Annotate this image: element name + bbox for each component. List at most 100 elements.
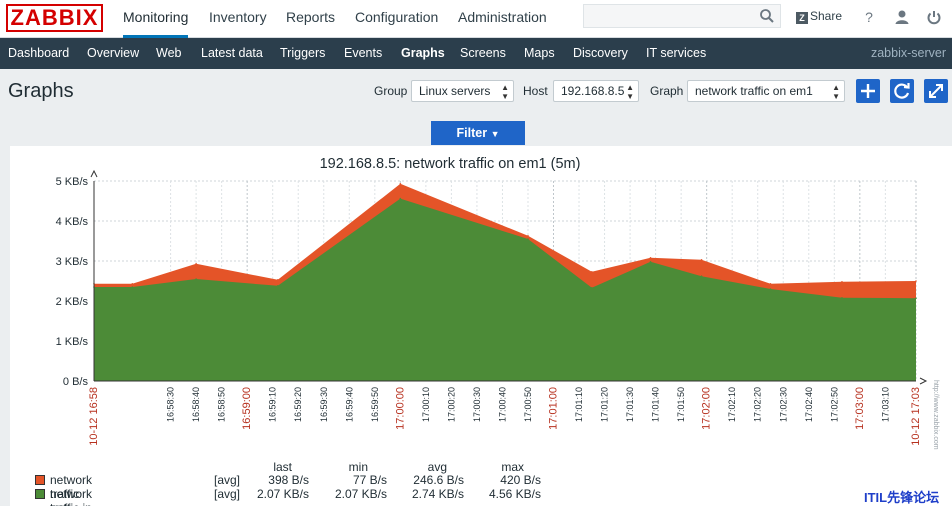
zabbix-logo[interactable]: ZABBIX: [6, 4, 103, 32]
menu-administration[interactable]: Administration: [458, 9, 547, 25]
group-select[interactable]: Linux servers ▲ ▼: [411, 80, 514, 102]
series-point-in: [700, 275, 703, 277]
legend-min-out: 77 B/s: [352, 473, 387, 487]
filter-toggle-button[interactable]: Filter ▼: [431, 121, 525, 145]
x-tick-label: 17:00:10: [421, 387, 431, 422]
x-tick-label: 16:59:10: [268, 387, 278, 422]
legend-header-max: max: [501, 460, 524, 474]
x-tick-label: 17:00:30: [472, 387, 482, 422]
add-to-favourites-button[interactable]: [856, 79, 880, 103]
group-label: Group: [374, 84, 408, 98]
nav-triggers[interactable]: Triggers: [280, 46, 326, 60]
nav-web[interactable]: Web: [156, 46, 182, 60]
chart-title: 192.168.8.5: network traffic on em1 (5m): [320, 156, 581, 172]
legend-func-in: [avg]: [214, 487, 241, 501]
legend-last-out: 398 B/s: [268, 473, 309, 487]
nav-dashboard[interactable]: Dashboard: [8, 46, 70, 60]
series-point-out: [590, 271, 593, 273]
x-tick-label: 17:00:50: [523, 387, 533, 422]
share-logo-icon: Z: [796, 12, 808, 24]
series-point-out: [527, 235, 529, 237]
nav-latest-data[interactable]: Latest data: [201, 46, 263, 60]
nav-discovery[interactable]: Discovery: [573, 46, 628, 60]
x-tick-label: 17:00:20: [446, 387, 456, 422]
x-axis-arrow-icon: [919, 377, 928, 385]
select-arrows-icon: ▲ ▼: [501, 83, 509, 101]
x-tick-label: 17:02:30: [778, 387, 788, 422]
x-tick-label: 10-12 17:03: [910, 387, 922, 446]
nav-overview[interactable]: Overview: [87, 46, 140, 60]
series-point-in: [131, 286, 134, 288]
legend-swatch-in: [35, 489, 45, 499]
fullscreen-icon: [929, 84, 943, 98]
y-axis-arrow-icon: [90, 169, 98, 178]
y-tick-label: 1 KB/s: [56, 336, 89, 348]
legend-last-in: 2.07 KB/s: [256, 487, 309, 501]
series-area-in: [94, 198, 916, 381]
series-point-out: [649, 257, 652, 259]
nav-graphs[interactable]: Graphs: [401, 46, 445, 60]
series-point-out: [700, 259, 703, 261]
menu-monitoring[interactable]: Monitoring: [123, 0, 189, 38]
x-tick-label: 17:01:10: [574, 387, 584, 422]
sign-out-icon[interactable]: [926, 9, 942, 25]
host-select[interactable]: 192.168.8.5 ▲ ▼: [553, 80, 639, 102]
group-select-value: Linux servers: [419, 84, 491, 98]
user-profile-icon[interactable]: [894, 9, 910, 25]
series-point-in: [399, 197, 402, 200]
top-header: ZABBIX Monitoring Inventory Reports Conf…: [0, 0, 952, 38]
series-point-out: [841, 281, 843, 283]
y-tick-label: 0 B/s: [63, 376, 89, 388]
x-tick-label: 17:01:20: [600, 387, 610, 422]
x-tick-label: 17:02:40: [804, 387, 814, 422]
select-arrows-icon: ▲ ▼: [626, 83, 634, 101]
search-icon[interactable]: [759, 8, 775, 24]
menu-configuration[interactable]: Configuration: [355, 9, 439, 25]
help-icon[interactable]: ?: [865, 9, 873, 25]
series-point-in: [649, 261, 652, 263]
series-point-in: [277, 285, 279, 287]
x-tick-label: 17:01:30: [625, 387, 635, 422]
server-name: zabbix-server: [870, 46, 946, 60]
nav-screens[interactable]: Screens: [460, 46, 506, 60]
x-tick-label: 17:01:00: [548, 387, 560, 430]
legend-max-out: 420 B/s: [500, 473, 541, 487]
nav-it-services[interactable]: IT services: [646, 46, 707, 60]
x-tick-label: 16:59:30: [319, 387, 329, 422]
x-tick-label: 16:59:00: [241, 387, 253, 430]
traffic-graph[interactable]: 192.168.8.5: network traffic on em1 (5m)…: [10, 146, 952, 506]
y-tick-label: 5 KB/s: [56, 176, 89, 188]
x-tick-label: 17:02:20: [753, 387, 763, 422]
fullscreen-button[interactable]: [924, 79, 948, 103]
graph-panel: 192.168.8.5: network traffic on em1 (5m)…: [10, 146, 952, 506]
menu-inventory[interactable]: Inventory: [209, 9, 267, 25]
host-select-value: 192.168.8.5: [561, 84, 625, 98]
legend-swatch-out: [35, 475, 45, 485]
series-point-out: [769, 283, 772, 285]
x-tick-label: 17:03:10: [880, 387, 890, 422]
legend-func-out: [avg]: [214, 473, 241, 487]
refresh-button[interactable]: [890, 79, 914, 103]
x-tick-label: 17:01:50: [676, 387, 686, 422]
legend-avg-in: 2.74 KB/s: [411, 487, 464, 501]
y-tick-label: 3 KB/s: [56, 256, 89, 268]
select-arrows-icon: ▲ ▼: [832, 83, 840, 101]
plus-icon: [861, 84, 875, 98]
legend-header-last: last: [273, 460, 292, 474]
series-point-out: [399, 183, 402, 185]
legend-name-out: network traffic out em1: [50, 473, 93, 506]
menu-reports[interactable]: Reports: [286, 9, 336, 25]
legend-max-in: 4.56 KB/s: [488, 487, 541, 501]
graph-select[interactable]: network traffic on em1 ▲ ▼: [687, 80, 845, 102]
nav-maps[interactable]: Maps: [524, 46, 555, 60]
series-point-out: [195, 263, 197, 265]
x-tick-label: 16:58:30: [166, 387, 176, 422]
x-tick-label: 10-12 16:58: [88, 387, 100, 446]
share-link[interactable]: Z Share: [796, 9, 842, 24]
series-point-out: [915, 280, 917, 282]
nav-events[interactable]: Events: [344, 46, 383, 60]
search-input[interactable]: [583, 4, 781, 28]
zabbix-url-watermark: http://www.zabbix.com: [932, 380, 939, 450]
filter-label: Filter: [456, 126, 488, 140]
series-point-in: [590, 287, 593, 289]
